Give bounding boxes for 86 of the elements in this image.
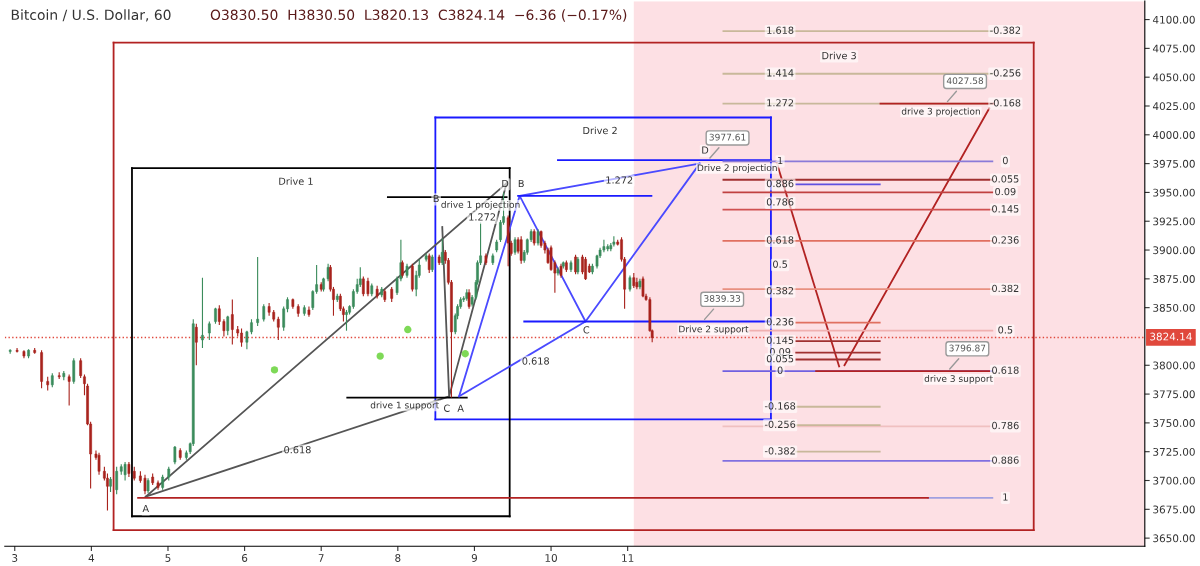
- annotation: -0.168: [990, 99, 1021, 107]
- annotation: Drive 3: [822, 51, 856, 60]
- y-tick-label: 3800.00: [1153, 361, 1195, 370]
- y-tick-label: 4100.00: [1152, 15, 1195, 24]
- annotation: 0.09: [995, 187, 1016, 196]
- annotation: 0.5: [773, 260, 787, 268]
- x-tick-label: 3: [12, 554, 18, 562]
- annotation: B: [518, 179, 524, 188]
- annotation: -0.168: [764, 402, 796, 410]
- y-tick-label: 4075.00: [1152, 44, 1195, 53]
- y-tick-label: 3975.00: [1153, 159, 1195, 168]
- annotation: Drive 1: [279, 177, 313, 185]
- y-tick-label: 3775.00: [1153, 390, 1195, 399]
- y-tick-label: 3950.00: [1153, 188, 1195, 197]
- annotation: 0.236: [992, 236, 1019, 244]
- annotation: 0.055: [766, 354, 794, 363]
- y-tick-label: 4000.00: [1152, 131, 1195, 139]
- annotation: 0.145: [766, 336, 794, 344]
- annotation: 1: [778, 156, 783, 164]
- x-tick-label: 11: [622, 554, 634, 562]
- annotation: 0.236: [766, 318, 794, 326]
- annotation: 0.5: [998, 326, 1013, 334]
- annotation: 0: [1002, 156, 1008, 165]
- annotation: 0.786: [766, 198, 794, 206]
- annotation: 1.272: [767, 99, 794, 107]
- x-tick-label: 4: [88, 554, 95, 562]
- annotation: 0.618: [522, 357, 549, 365]
- annotation: 0: [777, 366, 783, 374]
- annotation: 1.272: [469, 213, 496, 221]
- annotation: 0.618: [992, 366, 1019, 374]
- annotation: drive 3 projection: [901, 107, 980, 117]
- annotation: -0.382: [764, 447, 795, 455]
- y-tick-label: 3650.00: [1153, 534, 1195, 543]
- annotation: 1: [1003, 493, 1008, 501]
- annotation: 0.145: [992, 205, 1019, 213]
- annotation: drive 3 support: [924, 375, 993, 384]
- annotation: drive 1 support: [370, 401, 439, 411]
- annotation: -0.382: [990, 26, 1021, 34]
- y-tick-label: 3875.00: [1153, 275, 1195, 283]
- x-tick-label: 9: [471, 554, 478, 562]
- y-tick-label: 3900.00: [1153, 246, 1195, 255]
- annotation: 0.618: [284, 446, 311, 454]
- x-tick-label: 10: [545, 554, 557, 562]
- annotation: Drive 2 support: [679, 325, 749, 335]
- annotation: D: [702, 146, 709, 154]
- annotation: 1.618: [767, 26, 794, 34]
- annotation: -0.256: [990, 69, 1021, 77]
- annotation: 0.618: [766, 236, 794, 244]
- text: O3830.50 H3830.50 L3820.13 C3824.14 −6.36 (−0.17%): [210, 9, 627, 22]
- x-tick-label: 8: [395, 554, 401, 562]
- y-tick-label: 4050.00: [1152, 73, 1195, 82]
- y-tick-label: 3750.00: [1153, 419, 1195, 427]
- annotation: B: [433, 194, 439, 203]
- annotation: -0.256: [764, 420, 796, 429]
- annotation: 0.886: [766, 179, 794, 188]
- annotation: 0.09: [769, 348, 791, 356]
- x-tick-label: 5: [165, 554, 171, 562]
- y-tick-label: 3725.00: [1153, 447, 1195, 456]
- annotation: 3796.87: [949, 344, 986, 352]
- annotation: Drive 2: [583, 126, 617, 135]
- ref-line-label: 3824.14: [1150, 332, 1192, 341]
- text: Bitcoin / U.S. Dollar, 60: [11, 9, 171, 22]
- annotation: C: [444, 404, 450, 412]
- annotation: 0.886: [992, 456, 1019, 464]
- annotation: C: [583, 326, 590, 334]
- annotation: 0.382: [766, 286, 794, 295]
- annotation: 0.055: [992, 175, 1019, 183]
- annotation: 3977.61: [709, 133, 746, 141]
- annotation: A: [142, 504, 150, 512]
- annotation: drive 1 projection: [441, 200, 520, 210]
- y-tick-label: 4025.00: [1152, 102, 1195, 111]
- annotation: 4027.58: [946, 77, 984, 85]
- y-tick-label: 3850.00: [1153, 303, 1195, 312]
- annotation: Drive 2 projection: [697, 164, 777, 173]
- x-tick-label: 7: [318, 554, 324, 562]
- y-tick-label: 3675.00: [1153, 505, 1195, 514]
- annotation: 1.414: [767, 69, 794, 77]
- annotation: 0.382: [992, 284, 1019, 293]
- annotation: 3839.33: [704, 295, 741, 302]
- y-tick-label: 3700.00: [1153, 476, 1195, 485]
- annotation: 0.786: [992, 421, 1019, 430]
- annotation: 1.272: [606, 176, 633, 184]
- y-tick-label: 3925.00: [1153, 217, 1195, 226]
- annotation: D: [502, 179, 509, 188]
- x-tick-label: 6: [242, 554, 248, 562]
- annotation: A: [457, 404, 464, 412]
